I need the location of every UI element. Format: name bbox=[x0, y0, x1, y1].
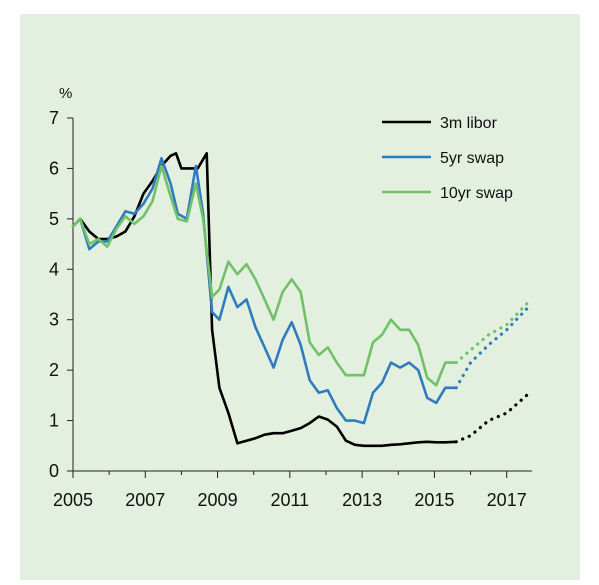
x-tick-label: 2011 bbox=[270, 490, 309, 510]
y-tick-label: 7 bbox=[49, 108, 59, 128]
legend-label: 3m libor bbox=[440, 115, 498, 132]
y-tick-label: 5 bbox=[49, 209, 59, 229]
y-tick-label: 2 bbox=[49, 360, 59, 380]
series-forecast-5yr-swap bbox=[454, 305, 530, 390]
x-tick-label: 2009 bbox=[198, 490, 238, 510]
series-line-10yr-swap bbox=[71, 164, 458, 387]
y-tick-label: 3 bbox=[49, 310, 59, 330]
legend-label: 5yr swap bbox=[440, 150, 504, 167]
x-tick-label: 2015 bbox=[414, 490, 454, 510]
series-line-5yr-swap bbox=[71, 157, 458, 425]
y-tick-label: 4 bbox=[49, 259, 59, 279]
y-tick-label: 6 bbox=[49, 158, 59, 178]
legend: 3m libor 5yr swap 10yr swap bbox=[382, 115, 513, 202]
y-tick-label: 1 bbox=[49, 411, 59, 431]
chart-panel: 0 1 2 3 4 5 6 7 2005 2007 2009 2011 2013 2015 2017% 3m… bbox=[20, 14, 580, 580]
y-tick-label: 0 bbox=[49, 461, 59, 481]
series-forecast-10yr-swap bbox=[454, 300, 530, 365]
axes: 0 1 2 3 4 5 6 7 2005 2007 2009 2011 2013 2015 2017% bbox=[49, 85, 532, 510]
x-tick-label: 2005 bbox=[53, 490, 93, 510]
x-tick-label: 2017 bbox=[487, 490, 527, 510]
series-lines bbox=[71, 152, 530, 448]
series-forecast-3m-libor bbox=[454, 393, 529, 444]
y-axis-unit-label: % bbox=[59, 85, 72, 102]
legend-label: 10yr swap bbox=[440, 185, 513, 202]
line-chart: 0 1 2 3 4 5 6 7 2005 2007 2009 2011 2013 2015 2017% 3m… bbox=[49, 85, 532, 510]
x-tick-label: 2007 bbox=[125, 490, 165, 510]
x-tick-label: 2013 bbox=[342, 490, 382, 510]
